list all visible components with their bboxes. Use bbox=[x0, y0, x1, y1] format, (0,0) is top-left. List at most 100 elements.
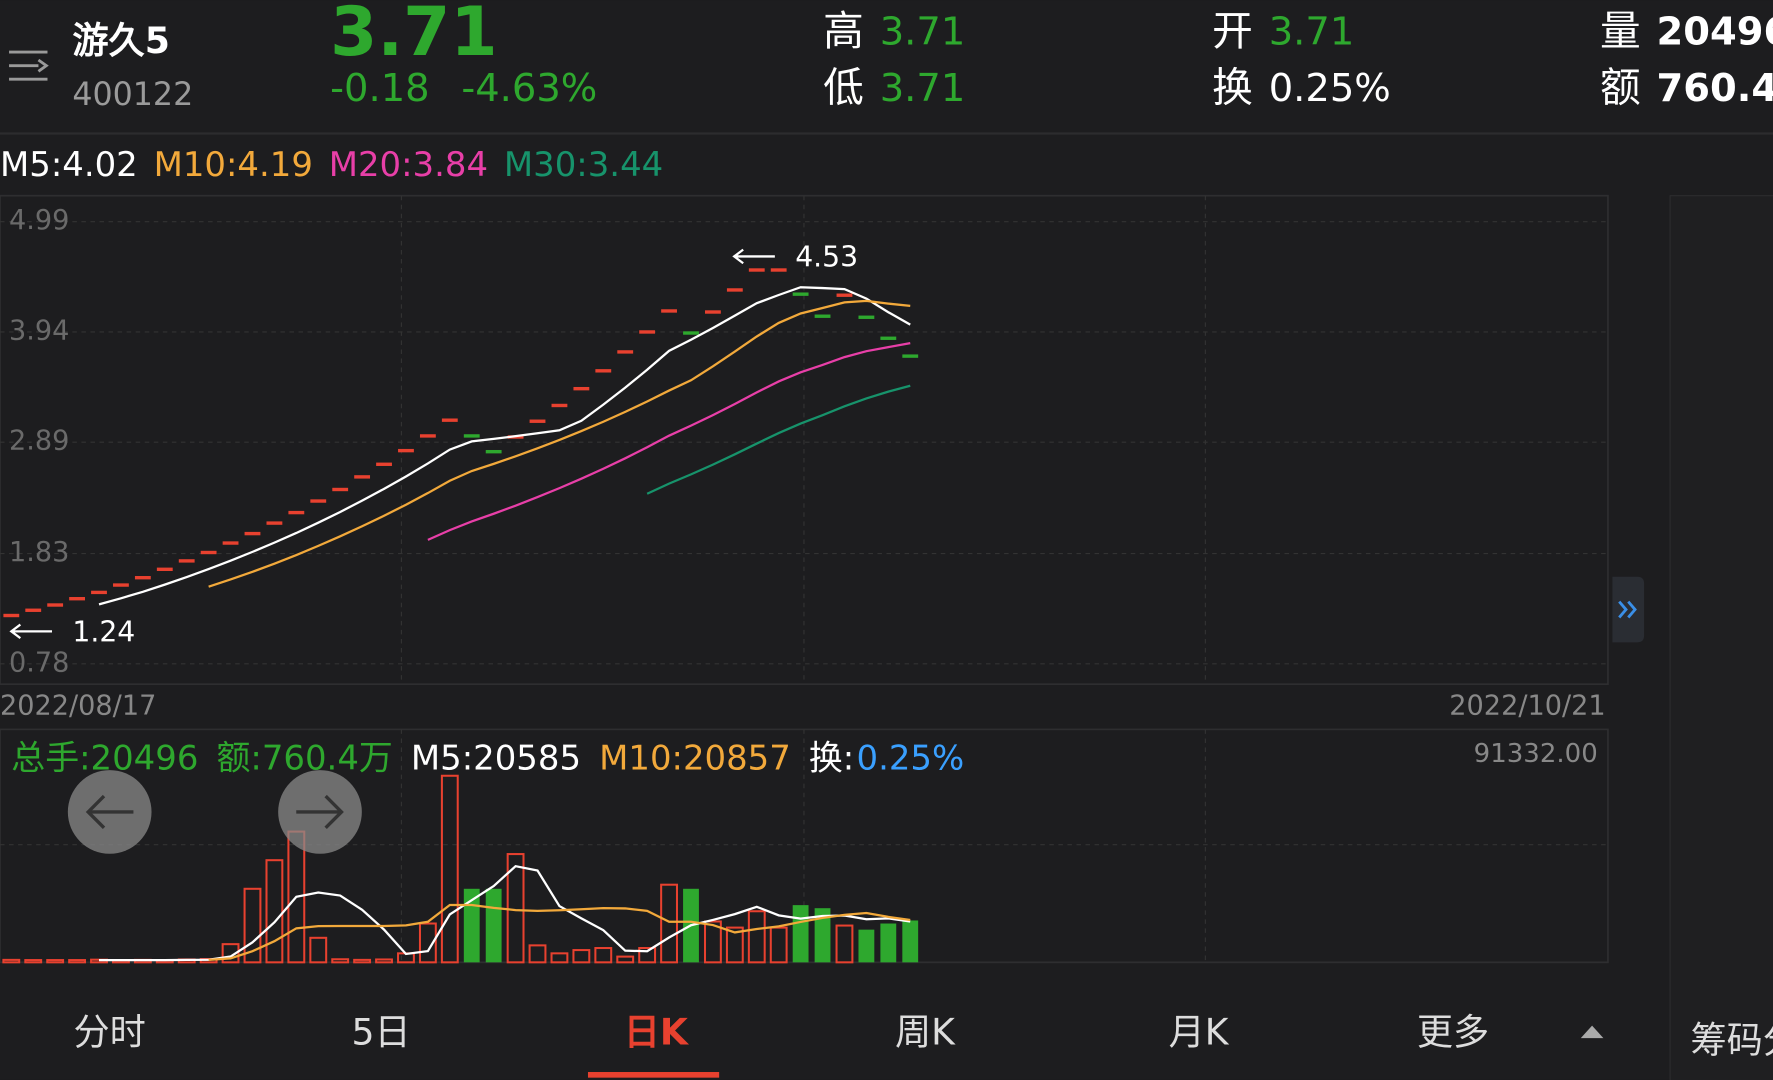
mark-label: 4.53 bbox=[795, 241, 858, 274]
ma-line bbox=[646, 384, 911, 495]
expand-button[interactable] bbox=[1612, 576, 1645, 643]
candle bbox=[617, 350, 634, 354]
volume-ma-line bbox=[208, 903, 911, 962]
candle bbox=[266, 521, 283, 525]
ma-legend: M5:4.02 bbox=[0, 145, 138, 184]
arrow bbox=[732, 248, 775, 265]
volume-bar bbox=[550, 952, 569, 964]
tab[interactable]: 分时 bbox=[74, 1011, 146, 1054]
ma-legend: M20:3.84 bbox=[329, 145, 488, 184]
ma-line bbox=[208, 299, 911, 588]
candle bbox=[419, 434, 436, 438]
candle bbox=[441, 418, 458, 422]
candle bbox=[836, 293, 853, 297]
volume-bar bbox=[572, 949, 591, 964]
candle bbox=[792, 292, 809, 296]
candle bbox=[200, 550, 217, 555]
label: 高 bbox=[823, 7, 864, 55]
volume-bar bbox=[221, 943, 240, 964]
x-tick-label: 2022/10/21 bbox=[1449, 690, 1605, 721]
menu-icon[interactable] bbox=[9, 50, 49, 81]
volume-bar bbox=[353, 958, 372, 964]
prev-button[interactable] bbox=[67, 770, 152, 854]
volume-bar bbox=[725, 926, 744, 964]
candle bbox=[376, 462, 392, 466]
label: 量 bbox=[1600, 7, 1641, 55]
volume-bar bbox=[463, 888, 480, 963]
y-tick-label: 2.89 bbox=[9, 426, 69, 457]
tab[interactable]: 月K bbox=[1169, 1011, 1230, 1054]
volume-bar bbox=[835, 924, 854, 964]
stock-code: 400122 bbox=[72, 77, 193, 113]
volume-bar bbox=[769, 926, 788, 964]
candle bbox=[178, 559, 195, 563]
stock-name: 游久5 bbox=[72, 19, 170, 62]
candle bbox=[222, 541, 239, 545]
volume-bar bbox=[703, 920, 722, 964]
candle bbox=[25, 608, 42, 612]
next-button[interactable] bbox=[278, 770, 362, 854]
candle bbox=[814, 314, 831, 318]
candle bbox=[529, 419, 546, 423]
tab[interactable]: 日K bbox=[624, 1011, 690, 1054]
label: 换 bbox=[1212, 64, 1253, 112]
candle bbox=[156, 567, 173, 571]
y-tick-label: 91332.00 bbox=[1474, 739, 1598, 769]
volume-bar bbox=[858, 929, 875, 963]
label: 额 bbox=[1600, 64, 1641, 112]
candle bbox=[288, 510, 305, 515]
volume-ma-line bbox=[99, 864, 911, 962]
side-tab[interactable]: 筹码分布 bbox=[1690, 1019, 1773, 1062]
change-pct: -4.63% bbox=[461, 66, 597, 111]
ma-legend: M30:3.44 bbox=[504, 145, 663, 184]
tab[interactable]: 5日 bbox=[351, 1011, 410, 1054]
candle bbox=[726, 288, 743, 292]
candle bbox=[91, 590, 107, 595]
candle bbox=[661, 309, 677, 313]
candle bbox=[134, 576, 151, 580]
candle bbox=[485, 449, 502, 454]
volume-legend: 额:760.4万 bbox=[217, 738, 393, 777]
candle bbox=[683, 331, 699, 335]
volume-bar bbox=[880, 923, 897, 963]
candle bbox=[354, 475, 371, 479]
value: 20496 bbox=[1657, 9, 1773, 54]
candle bbox=[639, 330, 656, 334]
volume-legend: 换: bbox=[809, 738, 854, 777]
y-tick-label: 0.78 bbox=[9, 647, 69, 678]
volume-bar bbox=[375, 958, 393, 964]
volume-bar bbox=[418, 922, 437, 964]
candle bbox=[3, 613, 20, 618]
candle bbox=[748, 268, 765, 272]
tab[interactable]: 更多 bbox=[1417, 1011, 1489, 1054]
volume-bar bbox=[46, 959, 65, 964]
candle bbox=[47, 603, 64, 607]
tab[interactable]: 周K bbox=[895, 1011, 956, 1054]
candle bbox=[858, 315, 875, 319]
ma-legend: M10:4.19 bbox=[154, 145, 313, 184]
side-panel bbox=[1669, 195, 1773, 1080]
candle bbox=[551, 403, 568, 408]
candle bbox=[398, 448, 414, 453]
label: 开 bbox=[1212, 7, 1253, 55]
value: 760.4万 bbox=[1657, 66, 1773, 111]
candle bbox=[880, 336, 897, 340]
collapse-icon[interactable] bbox=[1580, 1025, 1604, 1039]
volume-bar bbox=[440, 774, 459, 964]
volume-bar bbox=[660, 883, 678, 964]
volume-bar bbox=[902, 920, 919, 963]
volume-bar bbox=[594, 947, 613, 964]
candle bbox=[770, 268, 787, 272]
price: 3.71 bbox=[330, 0, 497, 71]
volume-bar bbox=[265, 859, 284, 964]
candle bbox=[69, 597, 85, 601]
value: 3.71 bbox=[880, 66, 966, 111]
value: 3.71 bbox=[1269, 9, 1355, 54]
candle bbox=[573, 386, 590, 391]
candle bbox=[310, 499, 327, 503]
tab-underline bbox=[587, 1072, 720, 1078]
volume-bar bbox=[616, 955, 635, 964]
